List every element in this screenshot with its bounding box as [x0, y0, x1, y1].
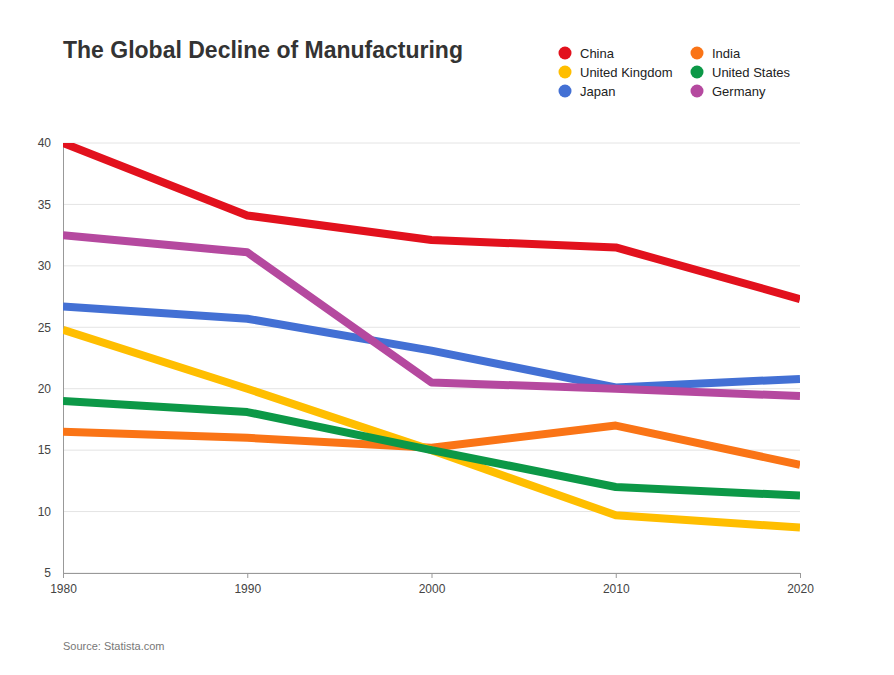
series-line [63, 306, 800, 387]
y-tick: 30 [38, 259, 63, 273]
y-axis-line [63, 144, 64, 574]
chart-title: The Global Decline of Manufacturing [63, 37, 463, 63]
x-tick-label: 2010 [603, 582, 630, 596]
series-line [63, 426, 800, 465]
x-tick-mark [247, 573, 248, 578]
legend-label: India [712, 46, 741, 61]
y-tick: 35 [38, 198, 63, 212]
grid-line [63, 143, 800, 144]
legend-label: United Kingdom [580, 65, 673, 80]
y-tick: 15 [38, 443, 63, 457]
legend: China India United Kingdom United States Jap… [559, 46, 791, 99]
series-line [63, 330, 800, 528]
y-tick-label: 25 [38, 321, 52, 335]
legend-label: Germany [712, 84, 766, 99]
y-tick-label: 20 [38, 382, 52, 396]
chart: 5 10 15 20 25 30 35 40 1980 1990 2000 2010 2020 The G… [0, 0, 894, 675]
legend-swatch [691, 85, 704, 98]
legend-swatch [559, 66, 572, 79]
y-tick-label: 30 [38, 259, 52, 273]
legend-item: Japan [559, 84, 616, 99]
x-tick: 2000 [419, 573, 446, 596]
legend-swatch [559, 85, 572, 98]
y-tick-label: 15 [38, 443, 52, 457]
legend-label: United States [712, 65, 791, 80]
y-tick: 10 [38, 505, 63, 519]
x-tick: 2020 [787, 573, 814, 596]
legend-label: Japan [580, 84, 615, 99]
legend-item: United States [691, 65, 791, 80]
y-tick-label: 5 [44, 566, 51, 580]
grid-line [63, 204, 800, 205]
y-tick: 25 [38, 321, 63, 335]
series-line [63, 143, 800, 299]
grid-line [63, 511, 800, 512]
legend-swatch [691, 47, 704, 60]
x-tick-mark [63, 573, 64, 578]
x-tick: 2010 [603, 573, 630, 596]
y-tick-label: 40 [38, 136, 52, 150]
series-line [63, 401, 800, 496]
y-axis: 5 10 15 20 25 30 35 40 [38, 136, 64, 580]
y-tick: 5 [44, 566, 63, 580]
x-tick-label: 2020 [787, 582, 814, 596]
grid [63, 143, 800, 573]
source-note: Source: Statista.com [63, 640, 165, 652]
y-tick: 40 [38, 136, 63, 150]
legend-label: China [580, 46, 615, 61]
x-tick-label: 1990 [234, 582, 261, 596]
x-axis: 1980 1990 2000 2010 2020 [50, 573, 814, 596]
series-line [63, 235, 800, 396]
legend-swatch [691, 66, 704, 79]
x-tick: 1990 [234, 573, 261, 596]
grid-line [63, 327, 800, 328]
legend-item: Germany [691, 84, 766, 99]
legend-item: China [559, 46, 615, 61]
legend-swatch [559, 47, 572, 60]
x-tick-label: 2000 [419, 582, 446, 596]
x-tick-mark [432, 573, 433, 578]
legend-item: United Kingdom [559, 65, 673, 80]
x-tick-label: 1980 [50, 582, 77, 596]
x-tick: 1980 [50, 573, 77, 596]
plot: 5 10 15 20 25 30 35 40 1980 1990 2000 2010 2020 [38, 136, 815, 595]
legend-item: India [691, 46, 741, 61]
x-tick-mark [616, 573, 617, 578]
y-tick: 20 [38, 382, 63, 396]
y-tick-label: 10 [38, 505, 52, 519]
series-lines [63, 143, 800, 528]
x-tick-mark [800, 573, 801, 578]
y-tick-label: 35 [38, 198, 52, 212]
